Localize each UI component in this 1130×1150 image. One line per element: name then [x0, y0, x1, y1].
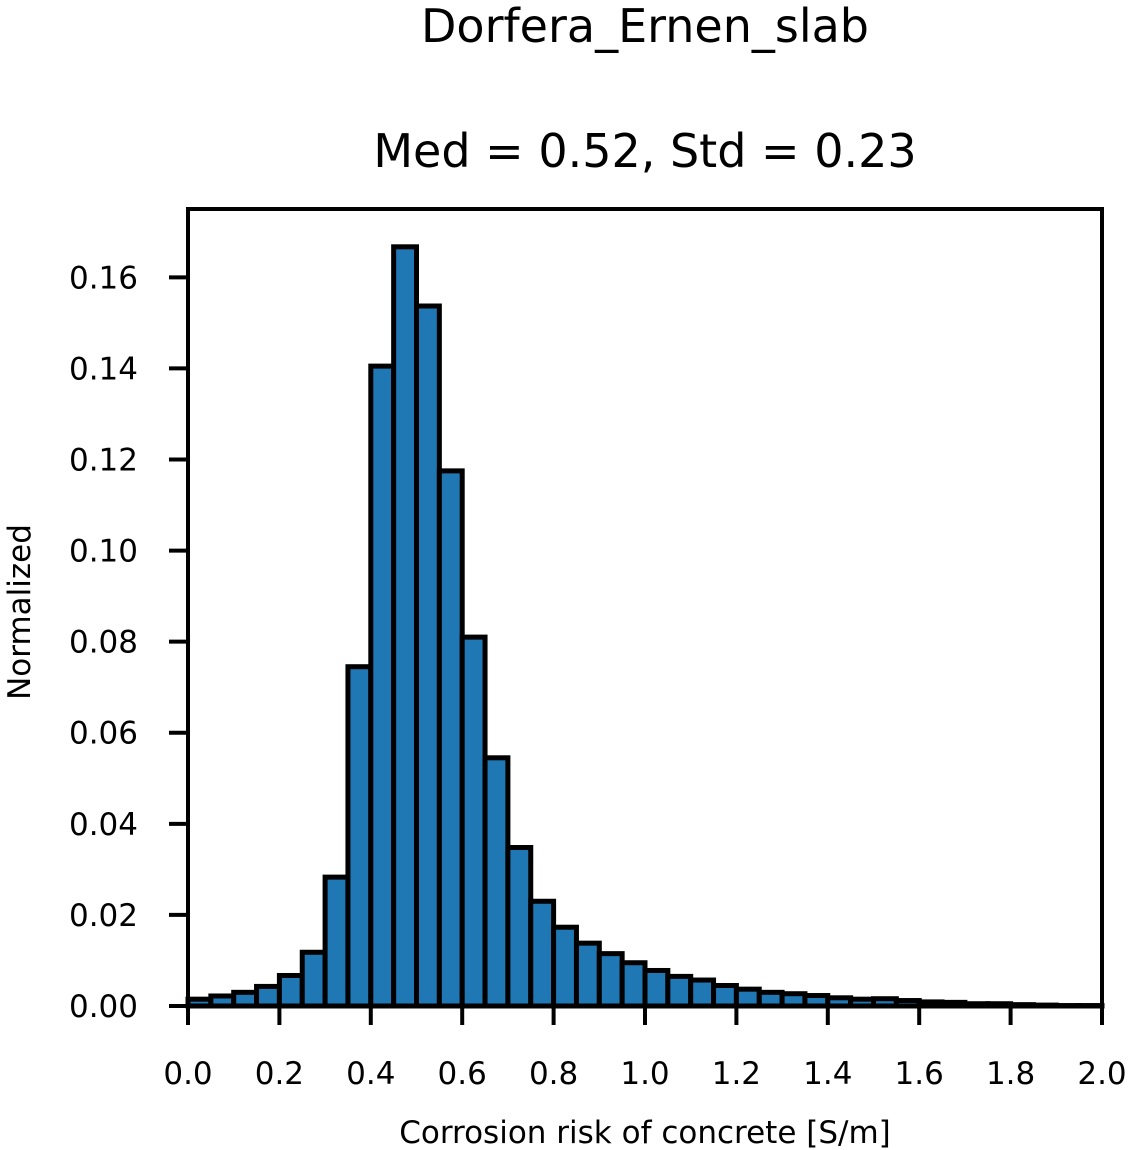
histogram-bar: [276, 972, 305, 1009]
y-tick-label: 0.16: [69, 260, 138, 296]
y-tick-label: 0.00: [69, 989, 138, 1025]
histogram-bar: [619, 960, 648, 1009]
y-tick-label: 0.06: [69, 716, 138, 752]
y-tick-label: 0.02: [69, 898, 138, 934]
y-tick-label: 0.10: [69, 534, 138, 570]
y-axis-ticks: 0.00 0.02 0.04 0.06 0.08 0.10 0.12 0.14 0.16: [69, 260, 188, 1025]
histogram-bar: [414, 303, 442, 1009]
chart-title: Dorfera_Ernen_slab: [421, 0, 869, 53]
x-tick-label: 1.0: [620, 1056, 669, 1092]
histogram-bar: [459, 634, 488, 1009]
x-axis-label: Corrosion risk of concrete [S/m]: [399, 1115, 891, 1150]
x-tick-label: 0.4: [346, 1056, 395, 1092]
histogram-bar: [733, 986, 762, 1009]
bar-group: [185, 244, 1105, 1009]
histogram-bar: [596, 951, 625, 1009]
x-tick-label: 0.8: [529, 1056, 578, 1092]
x-tick-label: 1.2: [712, 1056, 761, 1092]
histogram-bar: [345, 664, 374, 1009]
y-tick-label: 0.08: [69, 625, 138, 661]
histogram-bar: [482, 755, 511, 1009]
x-axis-ticks: 0.0 0.2 0.4 0.6 0.8 1.0 1.2 1.4 1.6 1.8 2.0: [163, 1006, 1127, 1092]
histogram-bar: [368, 363, 397, 1009]
histogram-bar: [436, 468, 465, 1009]
x-tick-label: 2.0: [1077, 1056, 1126, 1092]
y-tick-label: 0.14: [69, 351, 138, 387]
x-tick-label: 0.6: [438, 1056, 487, 1092]
histogram-bar: [299, 949, 328, 1009]
histogram-bar: [688, 977, 717, 1009]
plot-frame: [186, 207, 1104, 1008]
histogram-bar: [573, 940, 602, 1009]
chart-subtitle: Med = 0.52, Std = 0.23: [373, 124, 916, 178]
histogram-bar: [711, 983, 739, 1009]
histogram-bar: [665, 973, 694, 1009]
x-tick-label: 1.8: [986, 1056, 1035, 1092]
y-axis-label: Normalized: [2, 524, 38, 700]
x-tick-label: 0.0: [163, 1056, 212, 1092]
histogram-bar: [391, 244, 419, 1009]
histogram-bar: [528, 898, 557, 1009]
histogram-bar: [231, 989, 260, 1009]
x-tick-label: 1.6: [895, 1056, 944, 1092]
histogram-bar: [322, 874, 351, 1009]
histogram-bar: [505, 845, 534, 1009]
y-tick-label: 0.04: [69, 807, 138, 843]
x-tick-label: 1.4: [803, 1056, 852, 1092]
y-tick-label: 0.12: [69, 442, 138, 478]
histogram-bar: [551, 924, 579, 1009]
histogram-bar: [642, 967, 671, 1009]
histogram-bar: [756, 989, 785, 1009]
x-tick-label: 0.2: [255, 1056, 304, 1092]
histogram-bar: [254, 983, 282, 1009]
